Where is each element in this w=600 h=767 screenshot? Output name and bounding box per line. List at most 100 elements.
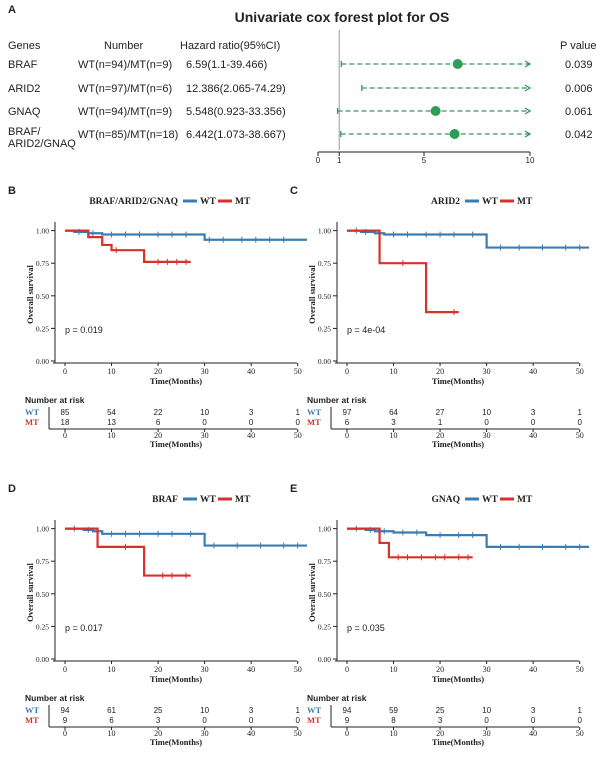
y-axis-label: Overall survival: [25, 264, 35, 323]
wt-curve: [347, 229, 589, 249]
sample-number: WT(n=85)/MT(n=18): [78, 129, 178, 141]
ci-arrow: [524, 130, 532, 138]
risk-mt-count: 6: [109, 716, 114, 725]
p-value-label: p = 0.017: [65, 623, 103, 633]
x-tick-label: 0: [63, 665, 67, 674]
risk-wt-count: 61: [107, 706, 116, 715]
forest-row: ARID2 WT(n=97)/MT(n=6) 12.386(2.065-74.29)…: [8, 83, 593, 95]
risk-x-tick-label: 30: [201, 729, 209, 738]
x-tick-label: 40: [529, 665, 537, 674]
y-tick-label: 0.25: [318, 324, 331, 333]
risk-x-tick-label: 20: [154, 431, 162, 440]
risk-mt-count: 0: [249, 418, 254, 427]
y-tick-label: 0.75: [36, 557, 49, 566]
gene-name: ARID2/GNAQ: [8, 138, 76, 150]
hr-point: [430, 106, 441, 116]
risk-mt-count: 9: [63, 716, 68, 725]
mt-curve: [65, 527, 191, 577]
risk-x-tick-label: 30: [483, 431, 491, 440]
risk-wt-count: 94: [61, 706, 70, 715]
risk-mt-count: 3: [438, 716, 443, 725]
y-tick-label: 0.50: [318, 292, 331, 301]
risk-x-tick-label: 10: [390, 729, 398, 738]
ci-arrow: [524, 60, 532, 68]
risk-mt-label: MT: [307, 715, 321, 725]
risk-wt-count: 3: [531, 706, 536, 715]
risk-x-tick-label: 30: [483, 729, 491, 738]
header-number: Number: [104, 40, 143, 52]
header-p-value: P value: [560, 40, 597, 52]
p-value-text: 0.061: [565, 106, 593, 118]
hazard-ratio-text: 6.442(1.073-38.667): [186, 129, 286, 141]
mt-curve: [347, 229, 459, 314]
risk-x-tick-label: 0: [345, 729, 349, 738]
y-axis-label: Overall survival: [307, 264, 317, 323]
forest-row: GNAQ WT(n=94)/MT(n=9) 5.548(0.923-33.356) 0…: [8, 106, 593, 118]
x-tick-label: 40: [247, 665, 255, 674]
x-tick-label: 20: [154, 367, 162, 376]
y-tick-label: 0.25: [36, 622, 49, 631]
x-tick-label: 40: [529, 367, 537, 376]
risk-x-tick-label: 0: [63, 431, 67, 440]
x-tick-label: 0: [63, 367, 67, 376]
risk-mt-count: 0: [295, 716, 300, 725]
y-tick-label: 0.75: [318, 259, 331, 268]
km-title: BRAF/ARID2/GNAQ: [89, 197, 178, 207]
x-tick-label: 30: [201, 665, 209, 674]
risk-wt-count: 97: [343, 408, 352, 417]
x-tick-label: 0: [345, 665, 349, 674]
mt-curve: [347, 527, 473, 559]
risk-x-tick-label: 20: [436, 431, 444, 440]
risk-title: Number at risk: [307, 693, 367, 703]
x-tick-label: 10: [108, 665, 116, 674]
sample-number: WT(n=97)/MT(n=6): [78, 83, 172, 95]
risk-title: Number at risk: [307, 395, 367, 405]
risk-mt-label: MT: [25, 715, 39, 725]
panel-label: C: [290, 185, 298, 197]
risk-x-tick-label: 40: [247, 431, 255, 440]
risk-wt-count: 1: [295, 706, 300, 715]
risk-wt-count: 85: [61, 408, 70, 417]
risk-wt-count: 22: [154, 408, 163, 417]
y-tick-label: 0.75: [318, 557, 331, 566]
ci-arrow: [524, 107, 532, 115]
risk-mt-count: 0: [295, 418, 300, 427]
x-tick-label: 10: [390, 665, 398, 674]
risk-wt-count: 64: [389, 408, 398, 417]
legend-wt-label: WT: [200, 495, 217, 505]
risk-mt-count: 3: [156, 716, 161, 725]
risk-wt-label: WT: [307, 705, 322, 715]
risk-wt-label: WT: [25, 705, 40, 715]
y-tick-label: 0.50: [36, 590, 49, 599]
risk-mt-count: 9: [345, 716, 350, 725]
y-tick-label: 0.00: [36, 655, 49, 664]
wt-curve: [347, 527, 589, 548]
risk-wt-count: 54: [107, 408, 116, 417]
risk-mt-count: 3: [391, 418, 396, 427]
y-tick-label: 1.00: [318, 525, 331, 534]
risk-x-tick-label: 50: [294, 431, 302, 440]
risk-x-axis-label: Time(Months): [432, 439, 484, 449]
risk-mt-count: 8: [391, 716, 396, 725]
header-genes: Genes: [8, 40, 41, 52]
risk-mt-count: 1: [438, 418, 443, 427]
risk-mt-count: 0: [249, 716, 254, 725]
risk-x-tick-label: 10: [108, 729, 116, 738]
hazard-ratio-text: 5.548(0.923-33.356): [186, 106, 286, 118]
x-tick-label: 30: [483, 665, 491, 674]
hazard-ratio-text: 12.386(2.065-74.29): [186, 83, 286, 95]
risk-mt-count: 13: [107, 418, 116, 427]
mt-curve: [65, 229, 191, 264]
p-value-label: p = 0.035: [347, 623, 385, 633]
risk-mt-count: 0: [577, 418, 582, 427]
risk-mt-count: 0: [531, 418, 536, 427]
hr-point: [452, 59, 463, 69]
km-title: BRAF: [152, 495, 178, 505]
km-title: ARID2: [431, 197, 460, 207]
x-tick-label: 30: [483, 367, 491, 376]
forest-plot: A Univariate cox forest plot for OS Genes N…: [8, 4, 597, 165]
panel-label: E: [290, 483, 297, 495]
risk-x-tick-label: 30: [201, 431, 209, 440]
